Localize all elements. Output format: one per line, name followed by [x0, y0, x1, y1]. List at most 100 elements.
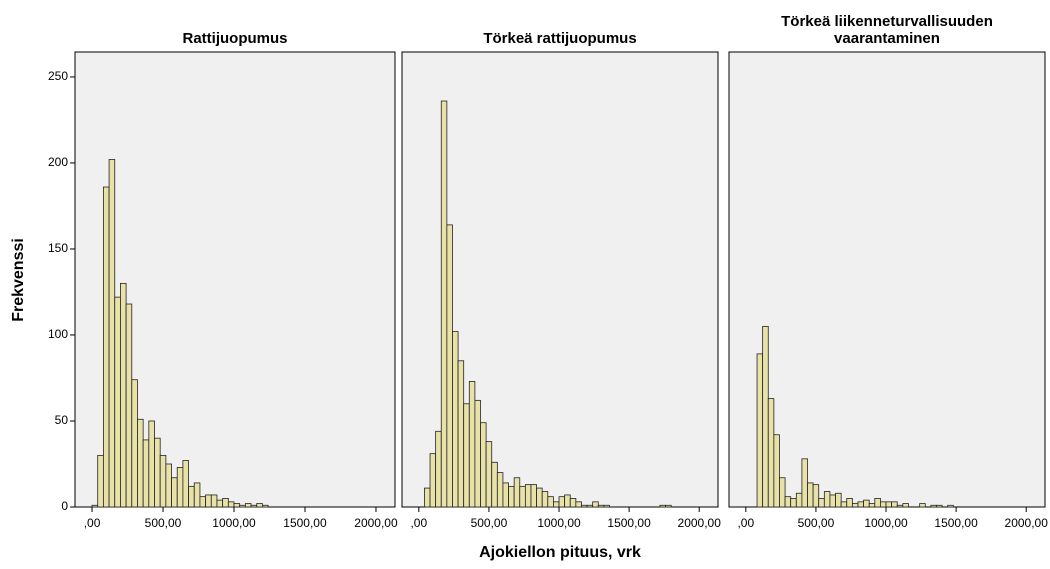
bar	[851, 503, 859, 508]
bar	[885, 501, 893, 508]
bar	[125, 303, 133, 508]
bar	[193, 482, 201, 508]
bar	[756, 353, 764, 508]
bar	[159, 454, 167, 508]
bar	[457, 360, 465, 508]
bar	[176, 467, 184, 508]
x-tick-label: 500,00	[471, 516, 508, 530]
bar	[148, 420, 155, 508]
bar	[795, 492, 803, 508]
x-tick-label: 1500,00	[934, 516, 978, 530]
bar	[818, 497, 825, 508]
bar	[857, 501, 864, 508]
x-tick-label: 1000,00	[537, 516, 581, 530]
bar	[575, 501, 582, 508]
plot-area	[728, 51, 1046, 508]
x-tick-label: 1000,00	[864, 516, 908, 530]
bar	[868, 503, 876, 508]
bar	[227, 501, 235, 508]
bar	[846, 497, 853, 508]
x-tick-label: 1000,00	[212, 516, 256, 530]
bar	[823, 491, 831, 508]
bar	[463, 403, 470, 508]
y-tick-label: 150	[48, 241, 68, 255]
bar	[936, 504, 943, 508]
x-tick-label: 500,00	[798, 516, 835, 530]
bar	[665, 504, 672, 508]
bar	[603, 504, 610, 508]
bar	[524, 484, 532, 508]
bar	[784, 496, 792, 508]
x-axis-label: Ajokiellon pituus, vrk	[479, 544, 641, 561]
bar	[446, 224, 453, 508]
bar	[452, 331, 459, 508]
bar	[429, 453, 437, 508]
bar	[496, 472, 504, 508]
bar	[762, 325, 769, 508]
bar	[480, 422, 487, 508]
bar	[586, 504, 594, 508]
bar	[233, 503, 241, 508]
bar	[120, 282, 127, 508]
bar	[102, 186, 110, 508]
bar	[171, 477, 178, 508]
bar	[97, 454, 104, 508]
bar	[835, 492, 842, 508]
bar	[440, 100, 448, 508]
bar	[182, 460, 189, 508]
bar	[508, 485, 515, 508]
bar	[239, 504, 246, 508]
bar	[519, 485, 526, 508]
bar	[513, 477, 521, 508]
chart-title: Rattijuopumus	[183, 30, 288, 47]
bar	[840, 501, 848, 508]
bar	[930, 504, 937, 508]
bar	[569, 497, 577, 508]
bar	[474, 399, 481, 508]
bar	[216, 499, 224, 508]
bar	[165, 463, 172, 508]
bar	[767, 398, 775, 508]
bar	[536, 487, 543, 508]
bar	[659, 504, 666, 508]
y-tick-label: 200	[48, 155, 68, 169]
bar	[812, 484, 820, 508]
bar	[424, 487, 431, 508]
x-tick-label: ,00	[84, 516, 101, 530]
chart-title: vaarantaminen	[834, 30, 940, 47]
bar	[244, 503, 252, 508]
bar	[790, 497, 797, 508]
bar	[581, 504, 588, 508]
bar	[154, 437, 161, 508]
bar	[435, 430, 442, 508]
bar	[485, 441, 493, 508]
bar	[91, 504, 99, 508]
bar	[564, 494, 571, 508]
bar	[188, 485, 195, 508]
bar	[773, 434, 780, 508]
bar	[874, 497, 881, 508]
bar	[250, 504, 258, 508]
bar	[108, 159, 116, 508]
bar	[131, 379, 138, 508]
x-tick-label: 2000,00	[1005, 516, 1049, 530]
bar	[558, 496, 566, 508]
bar	[256, 503, 263, 508]
x-tick-label: 2000,00	[678, 516, 722, 530]
y-tick-label: 250	[48, 69, 68, 83]
bar	[205, 494, 212, 508]
bar	[829, 494, 836, 508]
bar	[199, 496, 207, 508]
bar	[502, 482, 509, 508]
bar	[779, 477, 786, 508]
y-axis-label: Frekvenssi	[10, 238, 27, 322]
bar	[541, 491, 549, 508]
bar	[592, 501, 599, 508]
bar	[880, 501, 887, 508]
bar	[896, 504, 904, 508]
chart-title: Törkeä rattijuopumus	[483, 30, 636, 47]
bar	[262, 504, 269, 508]
bar	[468, 381, 476, 508]
x-tick-label: 1500,00	[283, 516, 327, 530]
